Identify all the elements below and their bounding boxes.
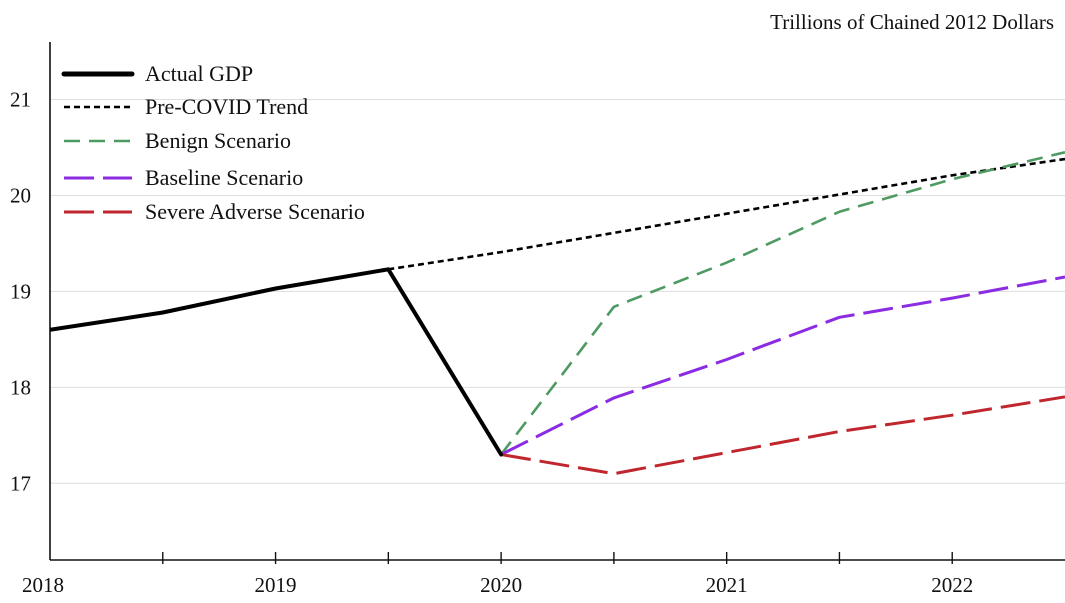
y-tick-label: 18 xyxy=(10,375,31,399)
y-tick-label: 20 xyxy=(10,183,31,207)
data-series xyxy=(50,151,1065,476)
y-tick-label: 19 xyxy=(10,279,31,303)
series-line-actual-gdp xyxy=(50,267,504,457)
series-line-benign-scenario xyxy=(500,151,1065,456)
x-tick-label: 2018 xyxy=(22,573,64,597)
x-tick-label: 2020 xyxy=(480,573,522,597)
legend-label: Benign Scenario xyxy=(145,128,291,153)
x-tick-label: 2021 xyxy=(706,573,748,597)
legend-label: Actual GDP xyxy=(145,61,253,86)
series-line-severe-adverse-scenario xyxy=(500,395,1065,476)
x-tick-label: 2019 xyxy=(255,573,297,597)
units-label: Trillions of Chained 2012 Dollars xyxy=(770,10,1054,34)
legend-label: Baseline Scenario xyxy=(145,165,303,190)
series-line-baseline-scenario xyxy=(500,275,1065,456)
legend-label: Severe Adverse Scenario xyxy=(145,199,365,224)
legend: Actual GDP Pre-COVID Trend Benign Scenario… xyxy=(61,61,365,224)
legend-label: Pre-COVID Trend xyxy=(145,94,308,119)
series-line-pre-covid-trend xyxy=(388,157,1065,271)
y-tick-label: 21 xyxy=(10,88,31,112)
x-tick-label: 2022 xyxy=(931,573,973,597)
y-tick-label: 17 xyxy=(10,471,31,495)
